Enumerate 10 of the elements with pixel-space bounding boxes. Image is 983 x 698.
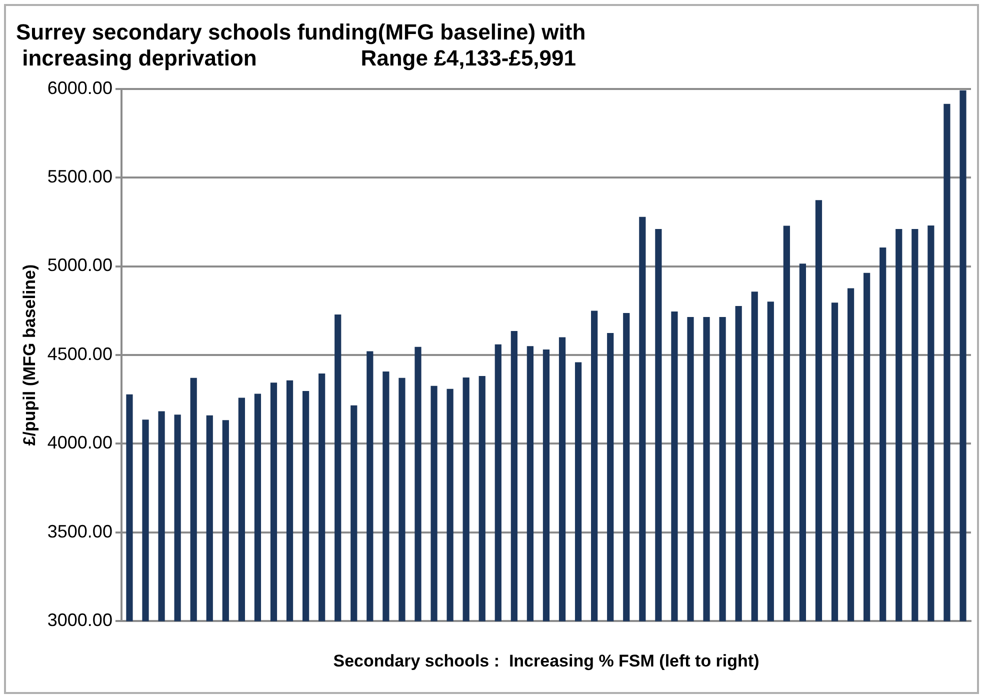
y-axis-title: £/pupil (MFG baseline) — [20, 264, 39, 446]
y-tick-label: 4500.00 — [47, 344, 112, 364]
y-tick-label: 5500.00 — [47, 166, 112, 186]
y-tick-label: 3000.00 — [47, 610, 112, 630]
y-tick-label: 6000.00 — [47, 78, 112, 98]
x-axis-title: Secondary schools : Increasing % FSM (left to right) — [333, 651, 760, 670]
y-tick-label: 5000.00 — [47, 255, 112, 276]
y-tick-label: 3500.00 — [47, 521, 112, 542]
chart-title: Surrey secondary schools funding(MFG baseline) with increasing deprivation Range £4,133-£5,991 — [16, 19, 586, 71]
y-tick-label: 4000.00 — [47, 432, 112, 453]
